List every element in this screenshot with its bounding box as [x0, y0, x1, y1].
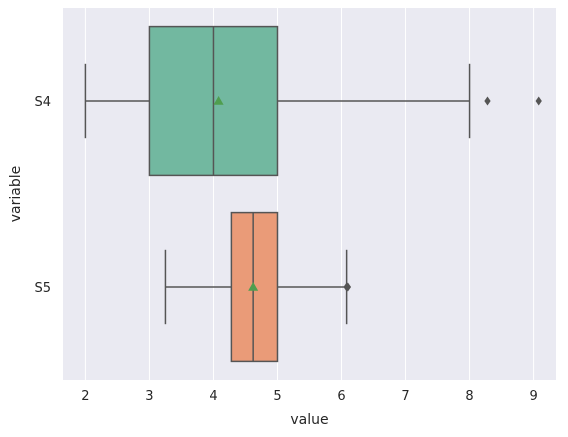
- x-tick-label: 3: [145, 389, 153, 404]
- x-tick-label: 9: [529, 389, 537, 404]
- box-s5: [164, 211, 352, 363]
- boxes: [84, 25, 542, 363]
- box-s4: [84, 25, 542, 177]
- mean-marker: [213, 96, 224, 105]
- x-axis-label: value: [290, 412, 328, 428]
- y-tick-label: S5: [34, 281, 51, 296]
- x-tick-label: 6: [337, 389, 345, 404]
- x-tick-label: 8: [465, 389, 473, 404]
- outlier-point: [344, 282, 352, 292]
- plot-area: [63, 8, 556, 380]
- x-tick-label: 5: [273, 389, 281, 404]
- x-tick-label: 4: [209, 389, 217, 404]
- x-tick-label: 7: [401, 389, 409, 404]
- mean-marker: [248, 282, 259, 291]
- x-tick-label: 2: [81, 389, 89, 404]
- outlier-point: [535, 96, 542, 106]
- y-tick-labels: S4 S5: [34, 95, 51, 296]
- y-axis-label: variable: [8, 166, 24, 222]
- outlier-point: [484, 96, 491, 106]
- y-tick-label: S4: [34, 95, 51, 110]
- x-tick-labels: 2 3 4 5 6 7 8 9: [81, 389, 537, 404]
